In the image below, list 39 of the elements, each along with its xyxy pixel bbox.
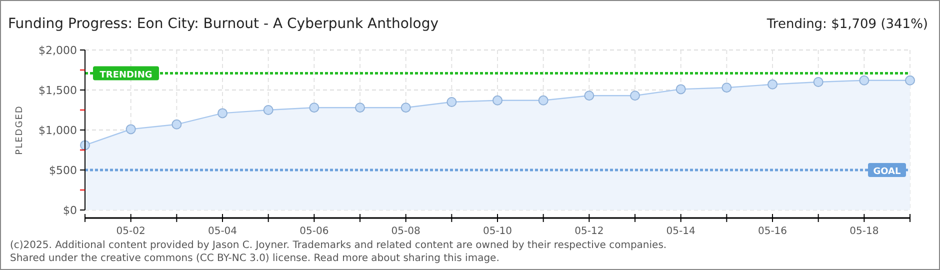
y-tick-label: $1,000 [38, 124, 77, 137]
x-tick-label: 05-04 [208, 226, 238, 237]
y-tick-label: $1,500 [38, 84, 77, 97]
chart-title: Funding Progress: Eon City: Burnout - A Cyberpunk Anthology [8, 16, 439, 32]
point [126, 124, 136, 134]
point [172, 119, 182, 130]
point [355, 102, 365, 113]
y-tick-label: $500 [49, 164, 77, 177]
point [584, 90, 594, 101]
point [859, 75, 870, 86]
point [446, 97, 457, 107]
point [722, 82, 732, 93]
point [676, 84, 686, 94]
y-tick-label: $0 [63, 204, 77, 217]
y-tick-label: $2,000 [38, 44, 77, 57]
point [813, 77, 824, 87]
ref-line-label: TRENDING [100, 70, 152, 80]
point [263, 105, 274, 115]
point [218, 108, 228, 118]
x-tick-label: 05-16 [758, 226, 788, 237]
text: Shared under the creative commons (CC BY-NC 3.0) license. Read more about sharing this image. [10, 253, 500, 264]
x-tick-label: 05-08 [391, 226, 420, 237]
x-tick-label: 05-18 [850, 226, 879, 237]
point [538, 95, 548, 106]
point [400, 102, 411, 113]
point [905, 75, 915, 86]
point [309, 102, 320, 113]
x-tick-label: 05-12 [574, 226, 604, 237]
x-tick-label: 05-10 [482, 226, 512, 237]
text: (c)2025. Additional content provided by Jason C. Joyner. Trademarks and related content are owned by their respective companies. [10, 240, 667, 251]
text: Trending: $1,709 (341%) [766, 17, 928, 32]
point [492, 95, 502, 106]
point [768, 79, 778, 90]
y-axis-title: PLEDGED [15, 105, 25, 155]
point [630, 90, 640, 101]
ref-line-label: GOAL [873, 167, 902, 177]
x-tick-label: 05-14 [666, 226, 696, 237]
x-tick-label: 05-06 [300, 226, 329, 237]
x-tick-label: 05-02 [116, 226, 146, 237]
